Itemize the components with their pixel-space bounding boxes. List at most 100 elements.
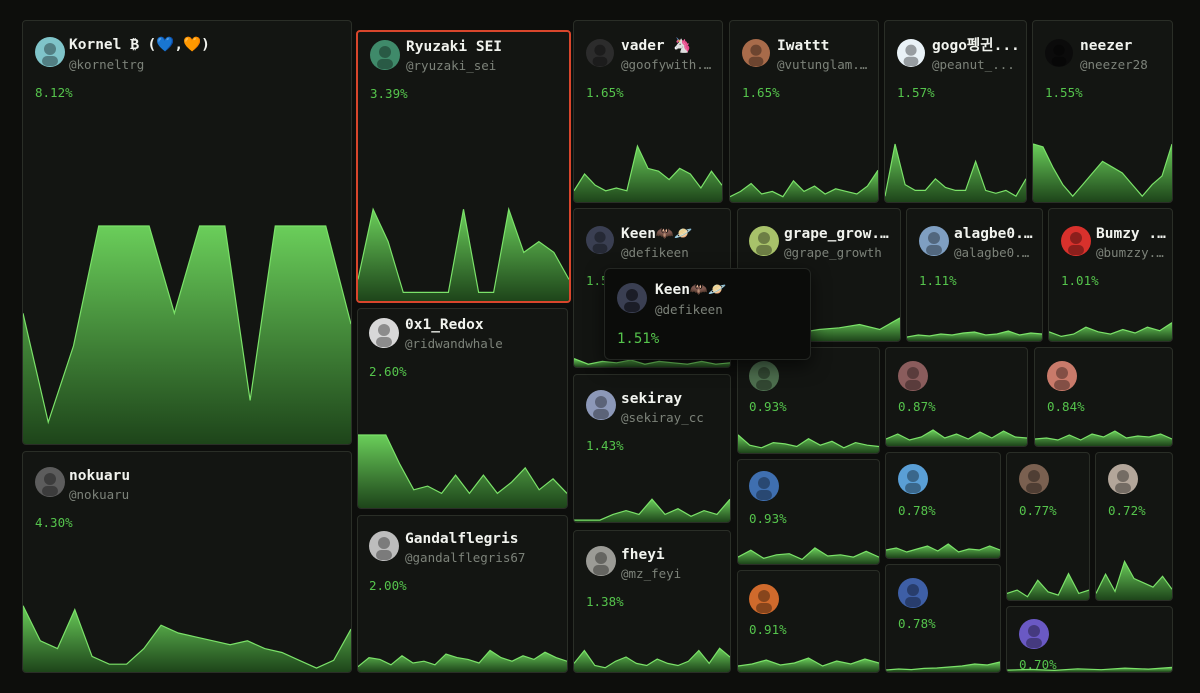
leaderboard-tile[interactable]: Bumzy ... @bumzzy... 1.01% <box>1048 208 1173 342</box>
sparkline-line <box>886 661 1000 671</box>
leaderboard-tile[interactable]: 0.84% <box>1034 347 1173 447</box>
account-handle: @nokuaru <box>69 487 130 502</box>
sparkline-area <box>738 434 879 453</box>
user-avatar-icon <box>1068 232 1084 255</box>
sparkline-line <box>1007 572 1089 598</box>
sparkline-chart <box>738 434 879 453</box>
sparkline-chart <box>1007 666 1172 672</box>
sparkline-area <box>574 146 722 202</box>
tooltip-name: Keen🦇🪐 <box>655 282 727 298</box>
leaderboard-tile[interactable]: 0.70% <box>1006 606 1173 673</box>
user-avatar-icon <box>926 232 942 255</box>
account-handle: @korneltrg <box>69 57 145 72</box>
mindshare-percentage: 8.12% <box>35 85 73 100</box>
leaderboard-tile[interactable]: 0.77% <box>1006 452 1090 601</box>
user-avatar <box>1019 619 1049 649</box>
leaderboard-tile[interactable]: gogo펭귄... @peanut_... 1.57% <box>884 20 1027 203</box>
mindshare-percentage: 0.93% <box>749 511 787 526</box>
tooltip-share: 1.51% <box>617 331 660 347</box>
sparkline-line <box>574 647 730 669</box>
user-avatar-icon <box>756 590 772 613</box>
user-avatar <box>898 464 928 494</box>
sparkline-line <box>358 206 569 294</box>
sparkline-area <box>885 144 1026 202</box>
sparkline-chart <box>574 144 722 202</box>
sparkline-line <box>885 143 1026 198</box>
leaderboard-tile[interactable]: 0.87% <box>885 347 1028 447</box>
sparkline-line <box>1007 666 1172 672</box>
user-avatar-icon <box>1115 470 1131 493</box>
leaderboard-tile[interactable]: 0.91% <box>737 570 880 673</box>
leaderboard-tile[interactable]: vader 🦄 @goofywith... 1.65% <box>573 20 723 203</box>
user-avatar-icon <box>42 473 58 496</box>
leaderboard-tile[interactable]: nokuaru @nokuaru 4.30% <box>22 451 352 673</box>
account-name: Iwattt <box>777 38 830 54</box>
leaderboard-tile[interactable]: 0.93% <box>737 459 880 565</box>
leaderboard-tile[interactable]: sekiray @sekiray_cc 1.43% <box>573 374 731 523</box>
account-name: vader 🦄 <box>621 38 692 54</box>
sparkline-line <box>1096 559 1172 594</box>
sparkline-area <box>574 648 730 672</box>
mindshare-percentage: 4.30% <box>35 515 73 530</box>
mindshare-percentage: 0.87% <box>898 399 936 414</box>
user-avatar <box>1047 361 1077 391</box>
sparkline-line <box>907 330 1042 338</box>
mindshare-percentage: 1.43% <box>586 438 624 453</box>
tooltip-handle: @defikeen <box>655 302 723 317</box>
mindshare-percentage: 0.91% <box>749 622 787 637</box>
sparkline-line <box>1035 430 1172 441</box>
sparkline-area <box>738 317 900 341</box>
mindshare-percentage: 1.11% <box>919 273 957 288</box>
sparkline-line <box>23 225 351 425</box>
sparkline-line <box>23 605 351 669</box>
user-avatar-icon <box>1054 367 1070 390</box>
sparkline-line <box>574 498 730 521</box>
user-avatar <box>369 531 399 561</box>
leaderboard-tile[interactable]: fheyi @mz_feyi 1.38% <box>573 530 731 673</box>
sparkline-area <box>358 435 567 508</box>
account-handle: @neezer28 <box>1080 57 1148 72</box>
sparkline-area <box>23 605 351 672</box>
account-name: 0x1_Redox <box>405 317 484 333</box>
sparkline-line <box>1033 143 1172 198</box>
leaderboard-tile[interactable]: Iwattt @vutunglam... 1.65% <box>729 20 879 203</box>
user-avatar <box>1019 464 1049 494</box>
leaderboard-tile[interactable]: Gandalflegris @gandalflegris67 2.00% <box>357 515 568 673</box>
sparkline-line <box>574 144 722 192</box>
tooltip-avatar <box>617 283 647 313</box>
leaderboard-tile[interactable]: Kornel ₿ (💙,🧡) @korneltrg 8.12% <box>22 20 352 445</box>
user-avatar-icon <box>1026 470 1042 493</box>
user-avatar-icon <box>756 367 772 390</box>
sparkline-area <box>1035 431 1172 446</box>
leaderboard-tile[interactable]: neezer @neezer28 1.55% <box>1032 20 1173 203</box>
account-handle: @peanut_... <box>932 57 1015 72</box>
mindshare-percentage: 0.72% <box>1108 503 1146 518</box>
mindshare-percentage: 1.38% <box>586 594 624 609</box>
leaderboard-tile[interactable]: 0x1_Redox @ridwandwhale 2.60% <box>357 308 568 509</box>
mindshare-percentage: 0.78% <box>898 503 936 518</box>
user-avatar-icon <box>756 477 772 500</box>
user-avatar <box>749 471 779 501</box>
account-name: Kornel ₿ (💙,🧡) <box>69 37 210 53</box>
mindshare-percentage: 1.57% <box>897 85 935 100</box>
user-avatar-icon <box>592 231 608 254</box>
leaderboard-tile[interactable]: 0.72% <box>1095 452 1173 601</box>
leaderboard-tile[interactable]: 0.78% <box>885 564 1001 673</box>
mindshare-percentage: 2.60% <box>369 364 407 379</box>
user-avatar-icon <box>756 232 772 255</box>
user-avatar <box>35 467 65 497</box>
user-avatar <box>370 40 400 70</box>
user-avatar-icon <box>624 289 640 312</box>
leaderboard-tile[interactable]: 0.93% <box>737 347 880 454</box>
leaderboard-tile[interactable]: 0.78% <box>885 452 1001 559</box>
account-name: neezer <box>1080 38 1133 54</box>
sparkline-area <box>574 499 730 522</box>
user-avatar <box>898 361 928 391</box>
sparkline-chart <box>574 498 730 522</box>
leaderboard-tile[interactable]: alagbe0... @alagbe0... 1.11% <box>906 208 1043 342</box>
leaderboard-tile-selected[interactable]: Ryuzaki SEI @ryuzaki_sei 3.39% <box>356 30 571 303</box>
sparkline-chart <box>358 434 567 508</box>
account-name: alagbe0... <box>954 226 1036 242</box>
account-handle: @mz_feyi <box>621 566 682 581</box>
sparkline-line <box>1049 322 1172 338</box>
